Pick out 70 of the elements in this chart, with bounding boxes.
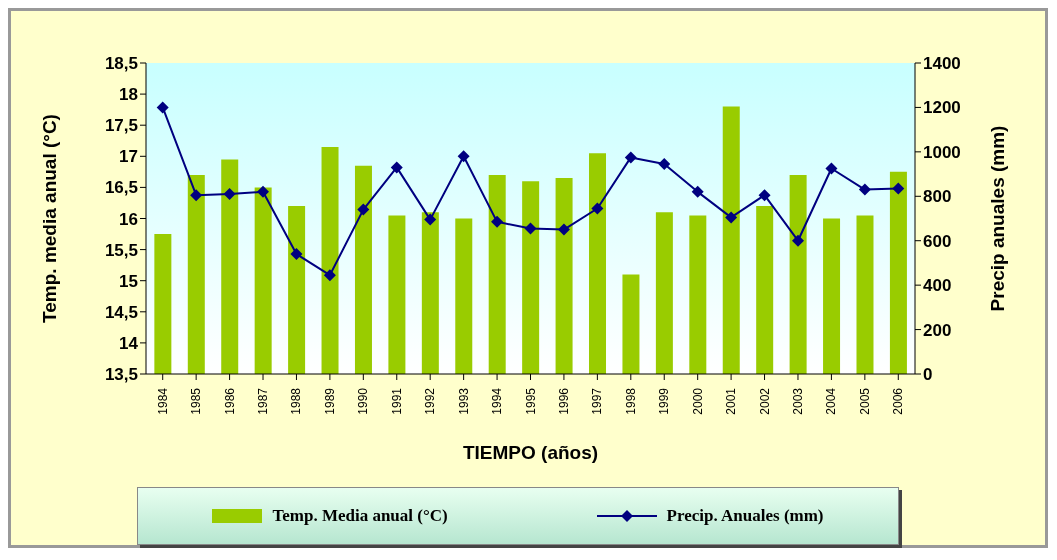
y2-tick-label: 600 — [923, 231, 952, 251]
point — [591, 202, 604, 215]
point — [858, 183, 871, 196]
x-tick-label: 1988 — [289, 387, 304, 415]
point — [390, 161, 403, 174]
y2-tick-label: 1000 — [923, 142, 961, 162]
point — [658, 158, 671, 171]
point — [457, 150, 470, 163]
x-tick-label: 2006 — [891, 387, 906, 415]
y-tick-label: 15,5 — [104, 240, 138, 260]
point — [691, 185, 704, 198]
x-tick-label: 1999 — [657, 387, 672, 415]
point — [758, 189, 771, 202]
y-tick-label: 16 — [119, 209, 138, 229]
y2-tick-label: 800 — [923, 187, 952, 207]
point — [323, 269, 336, 282]
point — [491, 215, 504, 228]
legend-label: Temp. Media anual (°C) — [272, 506, 448, 526]
y-tick-label: 13,5 — [104, 365, 138, 385]
x-tick-label: 2002 — [757, 387, 772, 415]
x-tick-label: 1986 — [222, 387, 237, 415]
x-tick-label: 2005 — [857, 387, 872, 415]
x-tick-label: 1994 — [490, 387, 505, 415]
x-tick-label: 1991 — [389, 387, 404, 415]
point — [357, 203, 370, 216]
point — [424, 213, 437, 226]
x-tick-label: 1984 — [155, 387, 170, 415]
point — [624, 151, 637, 164]
x-tick-label: 1992 — [423, 387, 438, 415]
y2-tick-label: 1200 — [923, 98, 961, 118]
y2-tick-label: 1400 — [923, 54, 961, 74]
point — [892, 182, 905, 195]
point — [825, 162, 838, 175]
x-tick-label: 1987 — [256, 387, 271, 415]
x-tick-label: 2004 — [824, 387, 839, 415]
point — [190, 189, 203, 202]
y2-tick-label: 0 — [923, 365, 933, 385]
y2-tick-label: 400 — [923, 276, 952, 296]
point — [791, 234, 804, 247]
y-tick-label: 17,5 — [104, 116, 138, 136]
x-tick-label: 1989 — [322, 387, 337, 415]
point — [223, 188, 236, 201]
y-tick-label: 18,5 — [104, 54, 138, 74]
x-tick-label: 1996 — [556, 387, 571, 415]
y-axis-title: Temp. media anual (°C) — [38, 114, 60, 323]
legend-label: Precip. Anuales (mm) — [666, 506, 824, 526]
point — [257, 185, 270, 198]
x-tick-label: 1985 — [189, 387, 204, 415]
x-tick-label: 1997 — [590, 387, 605, 415]
point — [290, 248, 303, 261]
y2-tick-label: 200 — [923, 320, 952, 340]
y-tick-label: 15 — [119, 271, 138, 291]
x-tick-label: 1995 — [523, 387, 538, 415]
y-tick-label: 14 — [119, 333, 139, 353]
point — [725, 211, 738, 224]
x-tick-label: 2000 — [690, 387, 705, 415]
y-tick-label: 14,5 — [104, 302, 138, 322]
x-tick-label: 1998 — [623, 387, 638, 415]
y-tick-label: 16,5 — [104, 178, 138, 198]
x-tick-label: 2001 — [724, 387, 739, 415]
point — [524, 222, 537, 235]
x-tick-label: 1990 — [356, 387, 371, 415]
x-axis-title: TIEMPO (años) — [462, 442, 599, 463]
y2-axis-title: Precip anuales (mm) — [986, 125, 1008, 312]
x-tick-label: 2003 — [790, 387, 805, 415]
x-tick-label: 1993 — [456, 387, 471, 415]
point — [557, 223, 570, 236]
y-tick-label: 18 — [119, 85, 138, 105]
y-tick-label: 17 — [119, 147, 138, 167]
point — [156, 101, 169, 114]
